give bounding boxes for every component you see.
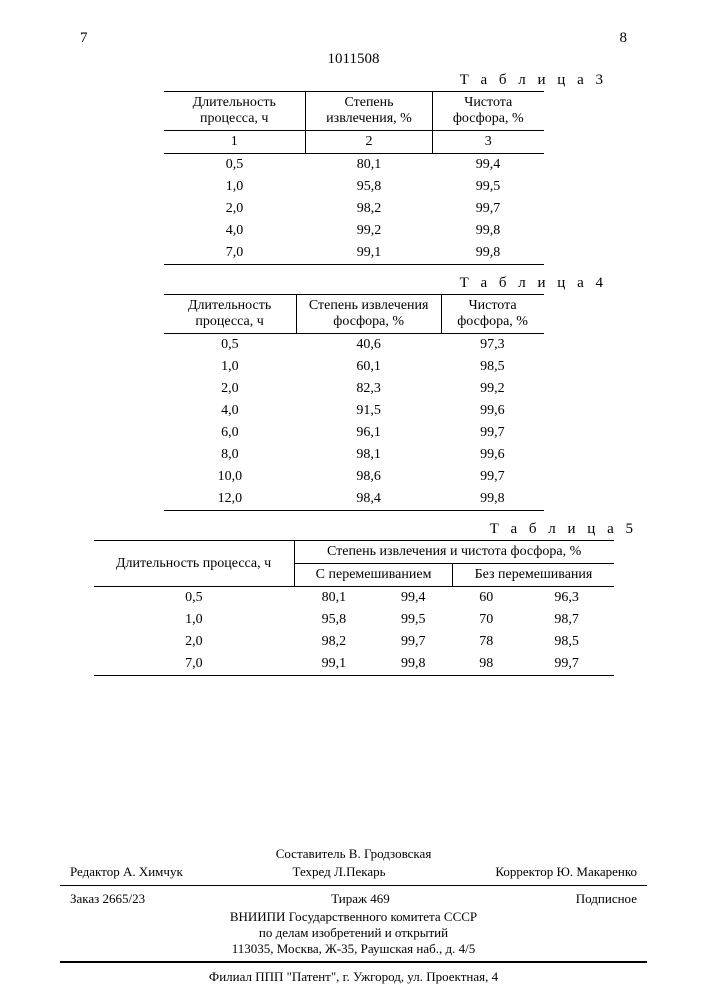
doc-number: 1011508: [60, 51, 647, 68]
table-row: 4,091,599,6: [164, 400, 544, 422]
table-row: 8,098,199,6: [164, 444, 544, 466]
t4-h2: Чистота фосфора, %: [441, 295, 543, 334]
table-row: 1,095,899,57098,7: [94, 609, 614, 631]
table-row: 0,580,199,46096,3: [94, 587, 614, 610]
t3-h0: Длительность процесса, ч: [164, 92, 306, 131]
table-row: 7,099,199,89899,7: [94, 653, 614, 676]
table5: Длительность процесса, ч Степень извлече…: [94, 540, 614, 676]
t4-h0: Длительность процесса, ч: [164, 295, 297, 334]
table-row: 2,098,299,7: [164, 198, 544, 220]
table-row: 1,095,899,5: [164, 176, 544, 198]
table-row: 6,096,199,7: [164, 422, 544, 444]
compiler: Составитель В. Гродзовская: [60, 846, 647, 862]
table3-caption: Т а б л и ц а 3: [60, 72, 607, 89]
org2: по делам изобретений и открытий: [60, 925, 647, 941]
corrector: Корректор Ю. Макаренко: [495, 864, 637, 880]
t3-s1: 2: [306, 131, 433, 154]
t5-h2a: С перемешиванием: [294, 564, 453, 587]
sub: Подписное: [576, 891, 637, 907]
t5-h2: Степень извлечения и чистота фосфора, %: [294, 541, 613, 564]
addr: 113035, Москва, Ж-35, Раушская наб., д. …: [60, 941, 647, 957]
table-row: 7,099,199,8: [164, 242, 544, 265]
org1: ВНИИПИ Государственного комитета СССР: [60, 909, 647, 925]
tech: Техред Л.Пекарь: [293, 864, 386, 880]
table-row: 0,540,697,3: [164, 334, 544, 357]
t3-s0: 1: [164, 131, 306, 154]
t5-h2b: Без перемешивания: [453, 564, 614, 587]
editor: Редактор А. Химчук: [70, 864, 183, 880]
t3-h1: Степень извлечения, %: [306, 92, 433, 131]
table-row: 12,098,499,8: [164, 488, 544, 511]
filial: Филиал ППП "Патент", г. Ужгород, ул. Про…: [60, 969, 647, 985]
page-right: 8: [620, 30, 628, 47]
t3-h2: Чистота фосфора, %: [433, 92, 544, 131]
t5-h1: Длительность процесса, ч: [94, 541, 295, 587]
credits-block: Составитель В. Гродзовская Редактор А. Х…: [60, 846, 647, 985]
page-left: 7: [80, 30, 88, 47]
table-row: 10,098,699,7: [164, 466, 544, 488]
t3-s2: 3: [433, 131, 544, 154]
table-row: 4,099,299,8: [164, 220, 544, 242]
table-row: 2,098,299,77898,5: [94, 631, 614, 653]
order: Заказ 2665/23: [70, 891, 145, 907]
table4: Длительность процесса, ч Степень извлече…: [164, 294, 544, 511]
table3: Длительность процесса, ч Степень извлече…: [164, 91, 544, 265]
table4-caption: Т а б л и ц а 4: [60, 275, 607, 292]
table-row: 0,580,199,4: [164, 154, 544, 177]
t4-h1: Степень извлечения фосфора, %: [296, 295, 441, 334]
table5-caption: Т а б л и ц а 5: [60, 521, 637, 538]
tirage: Тираж 469: [331, 891, 390, 907]
table-row: 1,060,198,5: [164, 356, 544, 378]
table-row: 2,082,399,2: [164, 378, 544, 400]
